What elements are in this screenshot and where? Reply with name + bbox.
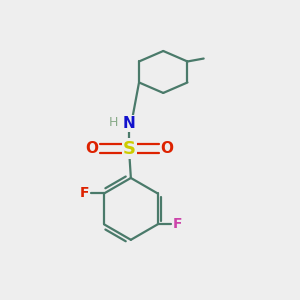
Text: F: F xyxy=(172,217,182,231)
Text: S: S xyxy=(123,140,136,158)
Text: O: O xyxy=(85,141,98,156)
Text: H: H xyxy=(109,116,118,129)
Text: O: O xyxy=(160,141,174,156)
Text: N: N xyxy=(123,116,136,131)
Text: F: F xyxy=(80,186,89,200)
